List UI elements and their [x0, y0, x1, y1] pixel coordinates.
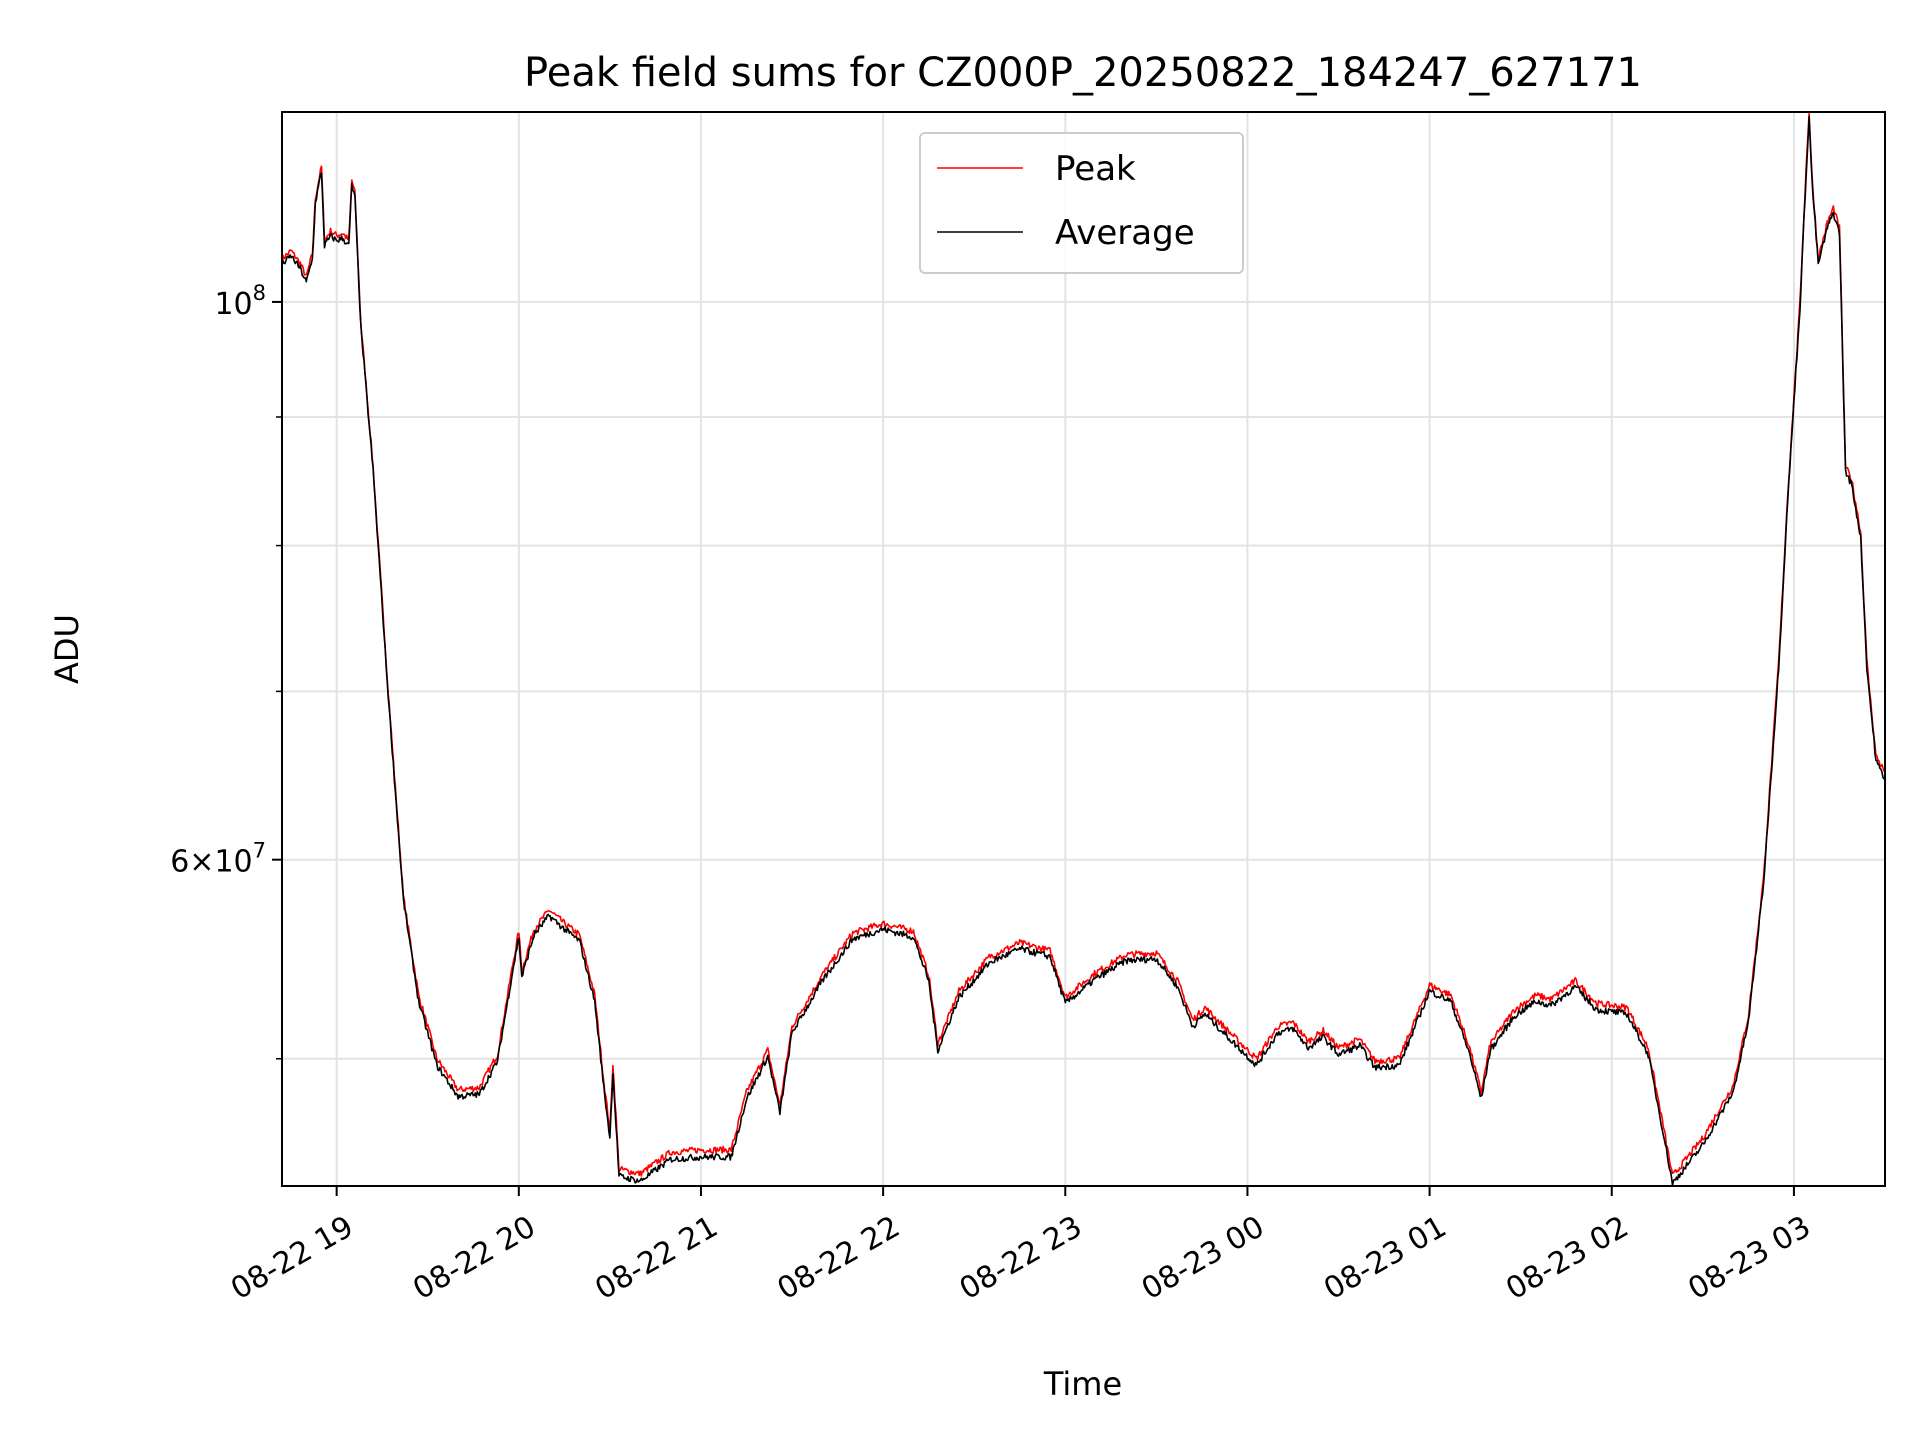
- series-line-average: [282, 115, 1885, 1186]
- legend: Peak Average: [919, 132, 1244, 274]
- y-axis: 108 6×107: [170, 281, 282, 1060]
- legend-label-average: Average: [1055, 213, 1195, 253]
- legend-label-peak: Peak: [1055, 149, 1136, 189]
- series-line-peak: [282, 112, 1885, 1177]
- y-tick-label: 6×107: [170, 839, 266, 880]
- grid: [282, 112, 1885, 1186]
- x-axis-title: Time: [1043, 1365, 1122, 1403]
- chart-title: Peak field sums for CZ000P_20250822_1842…: [524, 50, 1642, 96]
- plot-frame: [281, 111, 1886, 1187]
- y-axis-title: ADU: [48, 614, 86, 684]
- y-tick-label: 108: [214, 281, 266, 322]
- series-lines: [282, 112, 1885, 1186]
